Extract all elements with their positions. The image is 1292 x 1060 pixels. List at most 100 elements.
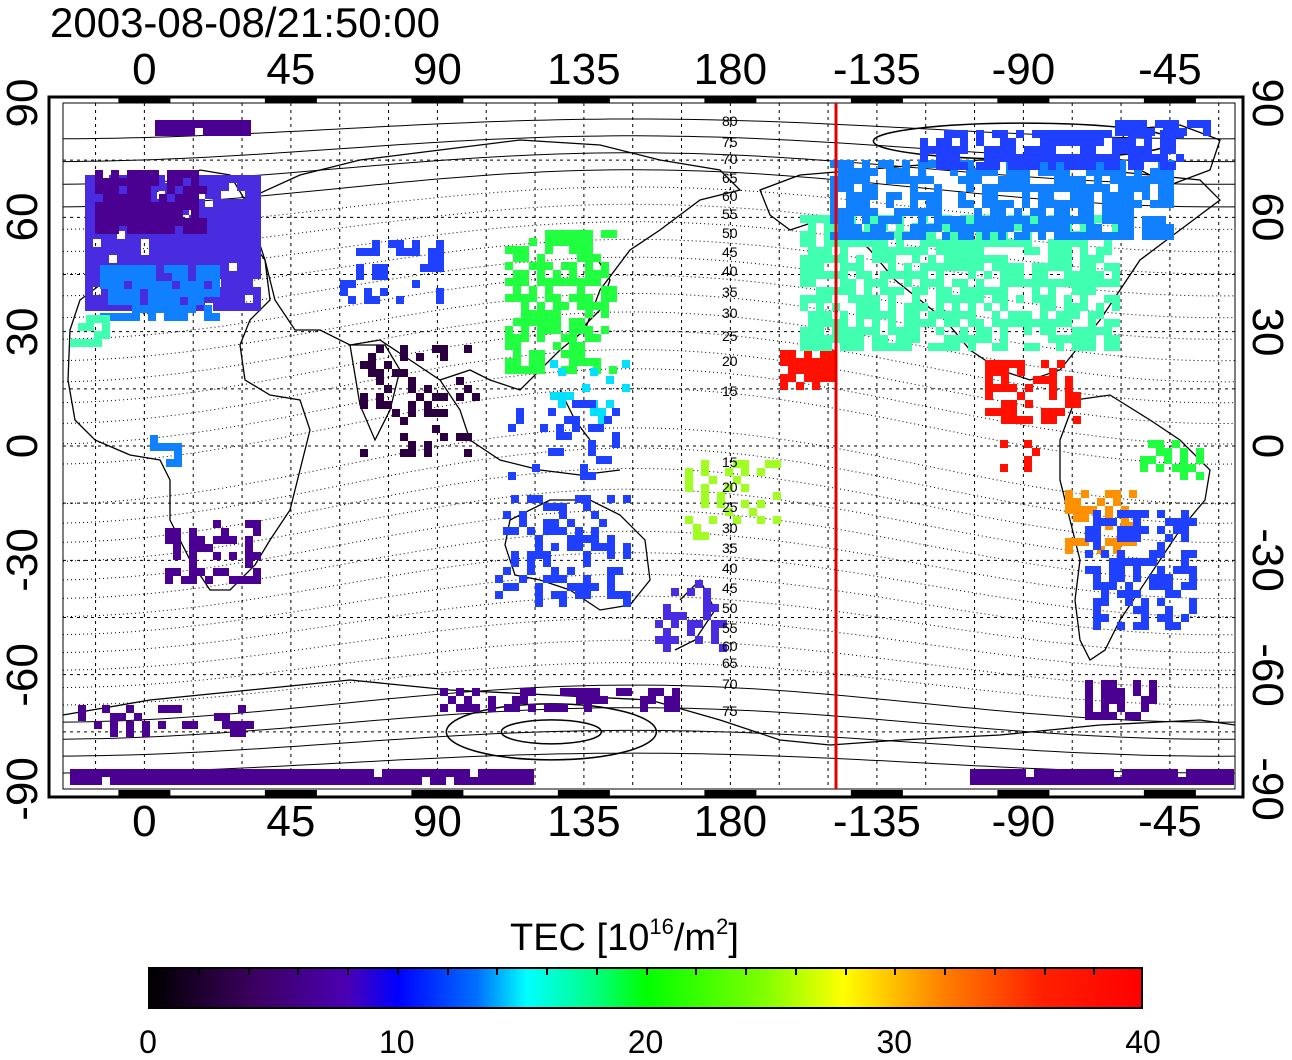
tec-cell	[189, 544, 197, 552]
tec-cell	[585, 326, 593, 334]
tec-cell	[840, 335, 848, 343]
tec-cell	[551, 543, 559, 551]
tec-cell	[934, 192, 942, 200]
tec-cell	[221, 295, 229, 303]
tec-cell	[103, 178, 111, 186]
tec-cell	[157, 255, 165, 263]
tec-cell	[788, 374, 796, 382]
tec-cell	[553, 278, 561, 286]
tec-cell	[472, 393, 480, 401]
tec-cell	[1150, 224, 1158, 232]
tec-cell	[400, 433, 408, 441]
tec-cell	[804, 366, 812, 374]
tec-cell	[148, 305, 156, 313]
tec-cell	[350, 769, 358, 777]
tec-cell	[1130, 777, 1138, 785]
tec-cell	[992, 255, 1000, 263]
tec-cell	[992, 343, 1000, 351]
tec-cell	[213, 552, 221, 560]
tec-cell	[237, 199, 245, 207]
tec-cell	[94, 315, 102, 323]
tec-cell	[213, 303, 221, 311]
tec-cell	[197, 199, 205, 207]
tec-cell	[1118, 192, 1126, 200]
tec-cell	[830, 176, 838, 184]
tec-cell	[894, 216, 902, 224]
tec-cell	[141, 295, 149, 303]
tec-cell	[191, 186, 199, 194]
tec-cell	[1088, 287, 1096, 295]
tec-cell	[537, 366, 545, 374]
tec-cell	[103, 202, 111, 210]
tec-cell	[182, 769, 190, 777]
tec-cell	[103, 186, 111, 194]
tec-cell	[219, 120, 227, 128]
tec-cell	[181, 231, 189, 239]
tec-cell	[424, 401, 432, 409]
tec-cell	[513, 366, 521, 374]
tec-cell	[612, 408, 620, 416]
tec-cell	[527, 551, 535, 559]
tec-cell	[342, 769, 350, 777]
tec-cell	[985, 376, 993, 384]
tec-cell	[495, 591, 503, 599]
tec-cell	[432, 345, 440, 353]
tec-cell	[253, 520, 261, 528]
tec-cell	[1008, 146, 1016, 154]
contour-label: 30	[722, 520, 738, 536]
tec-cell	[212, 265, 220, 273]
tec-cell	[952, 231, 960, 239]
tec-cell	[1138, 769, 1146, 777]
tec-cell	[1040, 146, 1048, 154]
tec-cell	[360, 449, 368, 457]
tec-cell	[213, 215, 221, 223]
tec-cell	[545, 246, 553, 254]
tec-cell	[191, 218, 199, 226]
tec-cell	[968, 295, 976, 303]
tec-cell	[960, 138, 968, 146]
tec-cell	[780, 374, 788, 382]
frame-tick-mark	[264, 96, 317, 103]
tec-cell	[986, 769, 994, 777]
tec-cell	[516, 408, 524, 416]
tec-cell	[173, 223, 181, 231]
tec-cell	[221, 199, 229, 207]
tec-cell	[1022, 176, 1030, 184]
tec-cell	[172, 313, 180, 321]
tec-cell	[1144, 146, 1152, 154]
contour-label: 75	[722, 703, 738, 719]
tec-cell	[141, 255, 149, 263]
tec-cell	[93, 263, 101, 271]
tec-cell	[1085, 534, 1093, 542]
tec-cell	[253, 552, 261, 560]
tec-cell	[577, 342, 585, 350]
tec-cell	[1226, 777, 1234, 785]
tec-cell	[1160, 154, 1168, 162]
tec-cell	[172, 289, 180, 297]
tec-cell	[102, 705, 110, 713]
tec-cell	[545, 286, 553, 294]
tec-cell	[1110, 168, 1118, 176]
tec-cell	[1024, 440, 1032, 448]
tec-cell	[1086, 208, 1094, 216]
tec-cell	[173, 279, 181, 287]
tec-cell	[1008, 263, 1016, 271]
tec-cell	[101, 239, 109, 247]
tec-cell	[804, 374, 812, 382]
tec-cell	[672, 696, 680, 704]
tec-cell	[1196, 448, 1204, 456]
tec-cell	[1073, 538, 1081, 546]
axis-tick-label: 0	[132, 45, 157, 94]
tec-cell	[529, 286, 537, 294]
tec-cell	[567, 543, 575, 551]
tec-cell	[800, 279, 808, 287]
tec-cell	[1000, 263, 1008, 271]
tec-cell	[872, 311, 880, 319]
tec-cell	[1202, 769, 1210, 777]
tec-cell	[1088, 130, 1096, 138]
tec-cell	[585, 238, 593, 246]
tec-cell	[157, 247, 165, 255]
tec-cell	[1105, 506, 1113, 514]
tec-cell	[1173, 590, 1181, 598]
tec-cell	[1088, 319, 1096, 327]
